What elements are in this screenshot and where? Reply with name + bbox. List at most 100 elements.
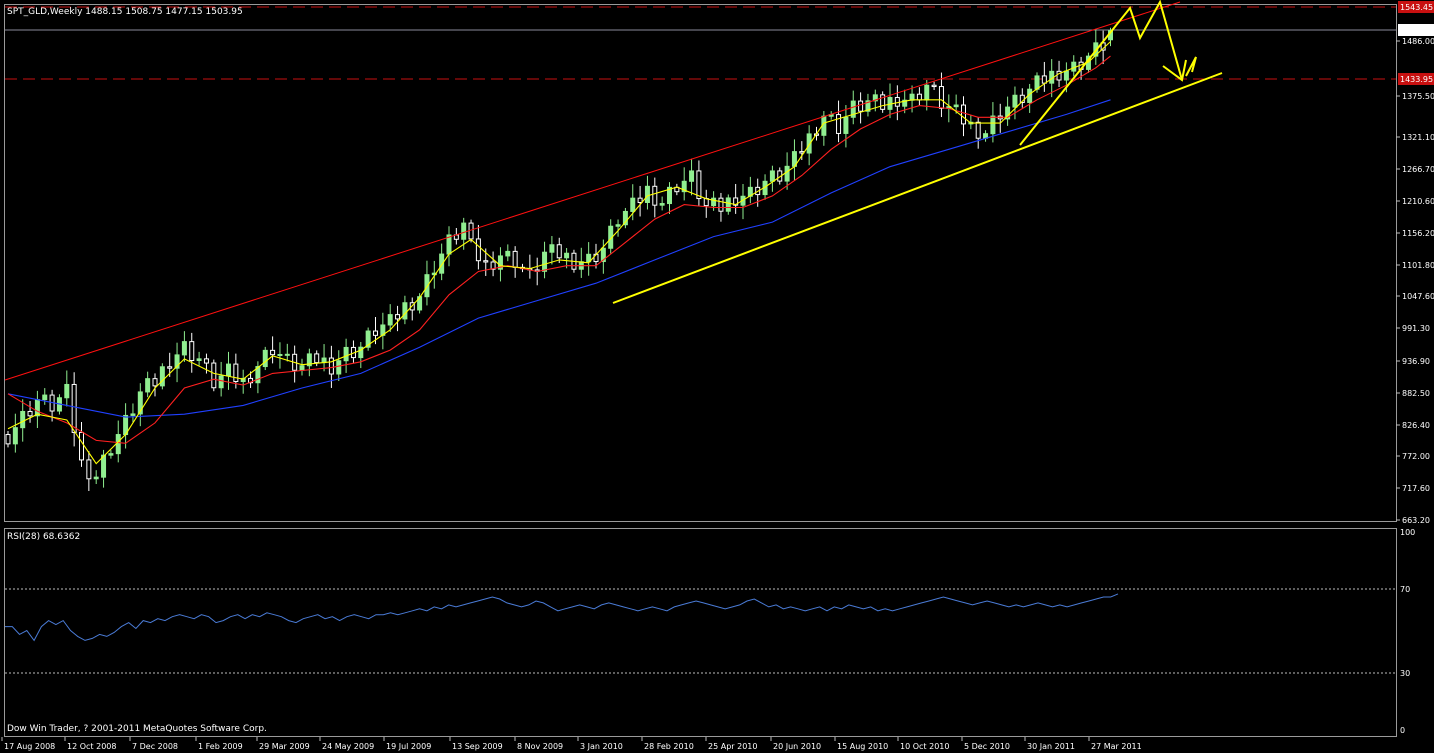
candle-body [659,203,665,206]
candle-body [64,383,70,399]
candle-body [181,341,187,356]
candle-body [542,251,548,272]
ma-fast-line [7,41,1111,465]
price-tick-label: 1266.70 [1402,165,1434,174]
candle-body [79,431,84,461]
candle-body [226,363,231,377]
price-tick-label: 826.40 [1402,421,1430,430]
candle-body [5,434,11,445]
candle-body [211,362,217,389]
price-tick-label: 1101.80 [1402,261,1434,270]
candle-body [505,250,511,257]
projection-arrowhead [1162,59,1187,82]
candle-body [556,244,562,259]
time-tick-label: 25 Apr 2010 [708,742,757,751]
candle-body [255,366,261,384]
candle-body [189,341,195,361]
candle-body [402,302,408,320]
price-tick-label: 936.90 [1402,357,1430,366]
candle-body [836,114,842,134]
candle-body [490,261,496,270]
candle-body [101,454,107,478]
candle-body [42,394,48,401]
projection-rebound-arrow[interactable] [1185,56,1197,77]
candle-body [20,410,26,429]
price-label-mid-level-bg [1398,73,1434,85]
price-axis: 1486.00 1375.50 1321.10 1266.70 1210.60 1156.… [1396,1,1434,525]
rsi-level-label: 100 [1400,528,1415,537]
candle-body [174,354,180,369]
price-tick-label: 717.60 [1402,484,1430,493]
candle-body [277,353,283,356]
candle-body [718,197,724,212]
candles-group [5,27,1113,492]
candle-body [872,94,878,102]
candle-body [696,170,702,200]
candle-body [145,378,151,393]
upper-channel-line[interactable] [4,1,1181,381]
time-tick-label: 5 Dec 2010 [964,742,1010,751]
candle-body [615,224,621,227]
candle-body [343,346,349,362]
time-tick-label: 1 Feb 2009 [198,742,243,751]
ma-slow-line [7,99,1111,418]
rsi-axis: 100 70 30 0 [1400,528,1415,735]
time-tick-label: 17 Aug 2008 [4,742,55,751]
candle-body [358,346,364,359]
candle-body [902,99,908,107]
time-tick-label: 3 Jan 2010 [580,742,623,751]
candle-body [270,349,276,356]
candle-body [990,115,996,135]
support-trend-line[interactable] [612,72,1223,304]
price-pane-frame [4,4,1397,522]
candle-body [806,133,812,154]
candle-body [395,314,401,320]
time-tick-label: 15 Aug 2010 [837,742,888,751]
price-tick-label: 1486.00 [1402,37,1434,46]
candle-body [218,375,224,389]
candle-body [233,363,239,383]
price-tick-label: 1321.10 [1402,133,1434,142]
price-tick-label: 772.00 [1402,452,1430,461]
time-tick-label: 10 Oct 2010 [900,742,949,751]
time-tick-label: 19 Jul 2009 [386,742,431,751]
price-label-top-level-bg [1398,1,1434,13]
rsi-header: RSI(28) 68.6362 [7,532,80,542]
rsi-level-label: 0 [1400,726,1405,735]
candle-body [549,244,555,253]
rsi-level-label: 70 [1400,585,1410,594]
candle-body [12,427,18,445]
candle-body [314,353,320,364]
candle-body [387,314,393,326]
candle-body [637,197,643,203]
price-label-current-bg [1398,24,1434,36]
candle-body [711,197,717,207]
candle-body [667,186,672,205]
candle-body [373,330,378,336]
candle-body [424,274,430,298]
candle-body [152,378,158,387]
candle-body [916,93,922,101]
rsi-level-label: 30 [1400,669,1410,678]
candle-body [931,84,937,88]
candle-body [622,210,628,226]
candle-body [1034,75,1040,90]
time-tick-label: 27 Mar 2011 [1091,742,1142,751]
candle-body [159,366,165,387]
candle-body [27,410,33,417]
projection-arrow-path[interactable] [1019,0,1183,146]
time-axis: 17 Aug 2008 12 Oct 2008 7 Dec 2008 1 Feb 20… [1,737,1142,751]
ma-mid-line [7,55,1111,444]
time-tick-label: 30 Jan 2011 [1027,742,1075,751]
candle-body [439,253,445,274]
price-label-mid-level: 1433.95 [1400,75,1433,84]
candle-body [769,170,775,182]
candle-body [93,476,99,480]
rsi-pane-frame [4,528,1397,737]
candle-body [850,100,856,118]
candle-body [858,100,864,112]
candle-body [512,250,518,268]
price-tick-label: 663.20 [1402,516,1430,525]
